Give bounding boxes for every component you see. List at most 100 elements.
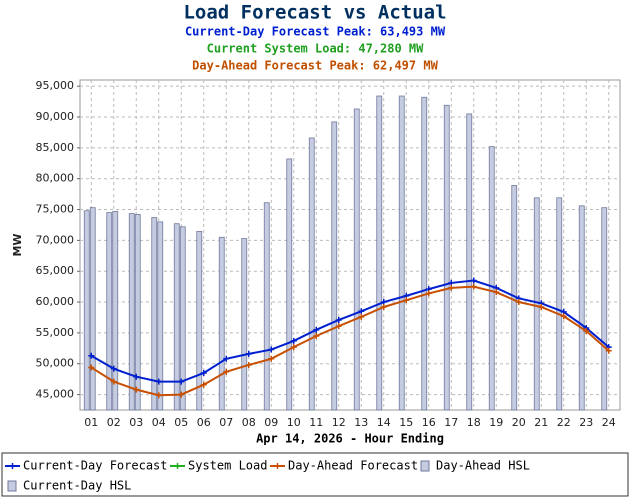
point [380, 303, 387, 310]
bar [286, 158, 293, 411]
x-tick-label: 04 [152, 416, 166, 429]
point [470, 283, 477, 290]
legend-label: Day-Ahead Forecast [288, 459, 418, 473]
point [133, 386, 140, 393]
point [155, 378, 162, 385]
point [583, 328, 590, 335]
x-tick-label: 08 [242, 416, 256, 429]
point [245, 361, 252, 368]
x-tick-label: 17 [444, 416, 458, 429]
bar [488, 146, 495, 411]
bar [179, 226, 186, 411]
x-tick-label: 14 [377, 416, 391, 429]
bar [151, 217, 158, 411]
y-tick-label: 55,000 [36, 326, 75, 339]
x-tick-label: 22 [557, 416, 571, 429]
bar [134, 214, 141, 411]
bar [241, 238, 248, 411]
bar [353, 108, 360, 411]
point [200, 369, 207, 376]
line [90, 285, 610, 397]
x-tick-label: 18 [467, 416, 481, 429]
y-tick-label: 80,000 [36, 172, 75, 185]
point [290, 337, 297, 344]
x-tick-label: 07 [219, 416, 233, 429]
x-tick-label: 13 [354, 416, 368, 429]
point [200, 381, 207, 388]
bar [218, 236, 225, 411]
point [290, 344, 297, 351]
point [223, 355, 230, 362]
point [245, 350, 252, 357]
legend-swatch [420, 460, 430, 472]
point [313, 326, 320, 333]
point [155, 392, 162, 399]
point [358, 308, 365, 315]
subtitle: Day-Ahead Forecast Peak: 62,497 MW [192, 59, 438, 73]
bar [578, 205, 585, 411]
bar [398, 95, 405, 411]
x-tick-label: 06 [197, 416, 211, 429]
point [493, 289, 500, 296]
y-tick-label: 65,000 [36, 264, 75, 277]
point [110, 365, 117, 372]
legend-label: Current-Day HSL [23, 479, 131, 493]
point [88, 364, 95, 371]
point [425, 290, 432, 297]
x-tick-label: 12 [332, 416, 346, 429]
bar [308, 137, 315, 411]
plot-area [79, 79, 621, 411]
line [90, 279, 610, 383]
bar [157, 221, 164, 411]
point [448, 284, 455, 291]
legend-label: System Load [188, 459, 267, 473]
y-tick-label: 45,000 [36, 388, 75, 401]
bar [556, 197, 563, 411]
legend-label: Day-Ahead HSL [436, 459, 530, 473]
point [268, 346, 275, 353]
y-tick-label: 70,000 [36, 233, 75, 246]
point [110, 378, 117, 385]
x-axis-label: Apr 14, 2026 - Hour Ending [256, 432, 444, 446]
x-tick-label: 21 [534, 416, 548, 429]
point [223, 368, 230, 375]
x-tick-label: 03 [129, 416, 143, 429]
y-tick-label: 95,000 [36, 79, 75, 92]
x-tick-label: 23 [579, 416, 593, 429]
point [335, 316, 342, 323]
point [470, 277, 477, 284]
point [403, 297, 410, 304]
bar [443, 104, 450, 411]
x-tick-label: 20 [512, 416, 526, 429]
bar [112, 210, 119, 411]
point [538, 303, 545, 310]
bar [601, 207, 608, 411]
x-tick-label: 05 [174, 416, 188, 429]
legend-swatch [7, 480, 17, 492]
subtitle: Current System Load: 47,280 MW [207, 42, 425, 56]
legend-box [1, 452, 629, 497]
bar [89, 207, 96, 411]
y-tick-label: 90,000 [36, 110, 75, 123]
point [560, 313, 567, 320]
point [313, 332, 320, 339]
x-tick-label: 02 [107, 416, 121, 429]
bar [83, 210, 90, 411]
y-tick-label: 75,000 [36, 203, 75, 216]
point [133, 373, 140, 380]
bar [173, 223, 180, 411]
bar [376, 95, 383, 411]
x-tick-label: 11 [309, 416, 323, 429]
x-tick-label: 01 [84, 416, 98, 429]
bar [263, 202, 270, 411]
point [178, 391, 185, 398]
point [178, 378, 185, 385]
y-tick-label: 60,000 [36, 295, 75, 308]
x-tick-label: 16 [422, 416, 436, 429]
bar [466, 113, 473, 411]
point [515, 299, 522, 306]
y-tick-label: 85,000 [36, 141, 75, 154]
x-tick-label: 10 [287, 416, 301, 429]
y-axis-label: MW [11, 233, 24, 256]
x-tick-label: 09 [264, 416, 278, 429]
